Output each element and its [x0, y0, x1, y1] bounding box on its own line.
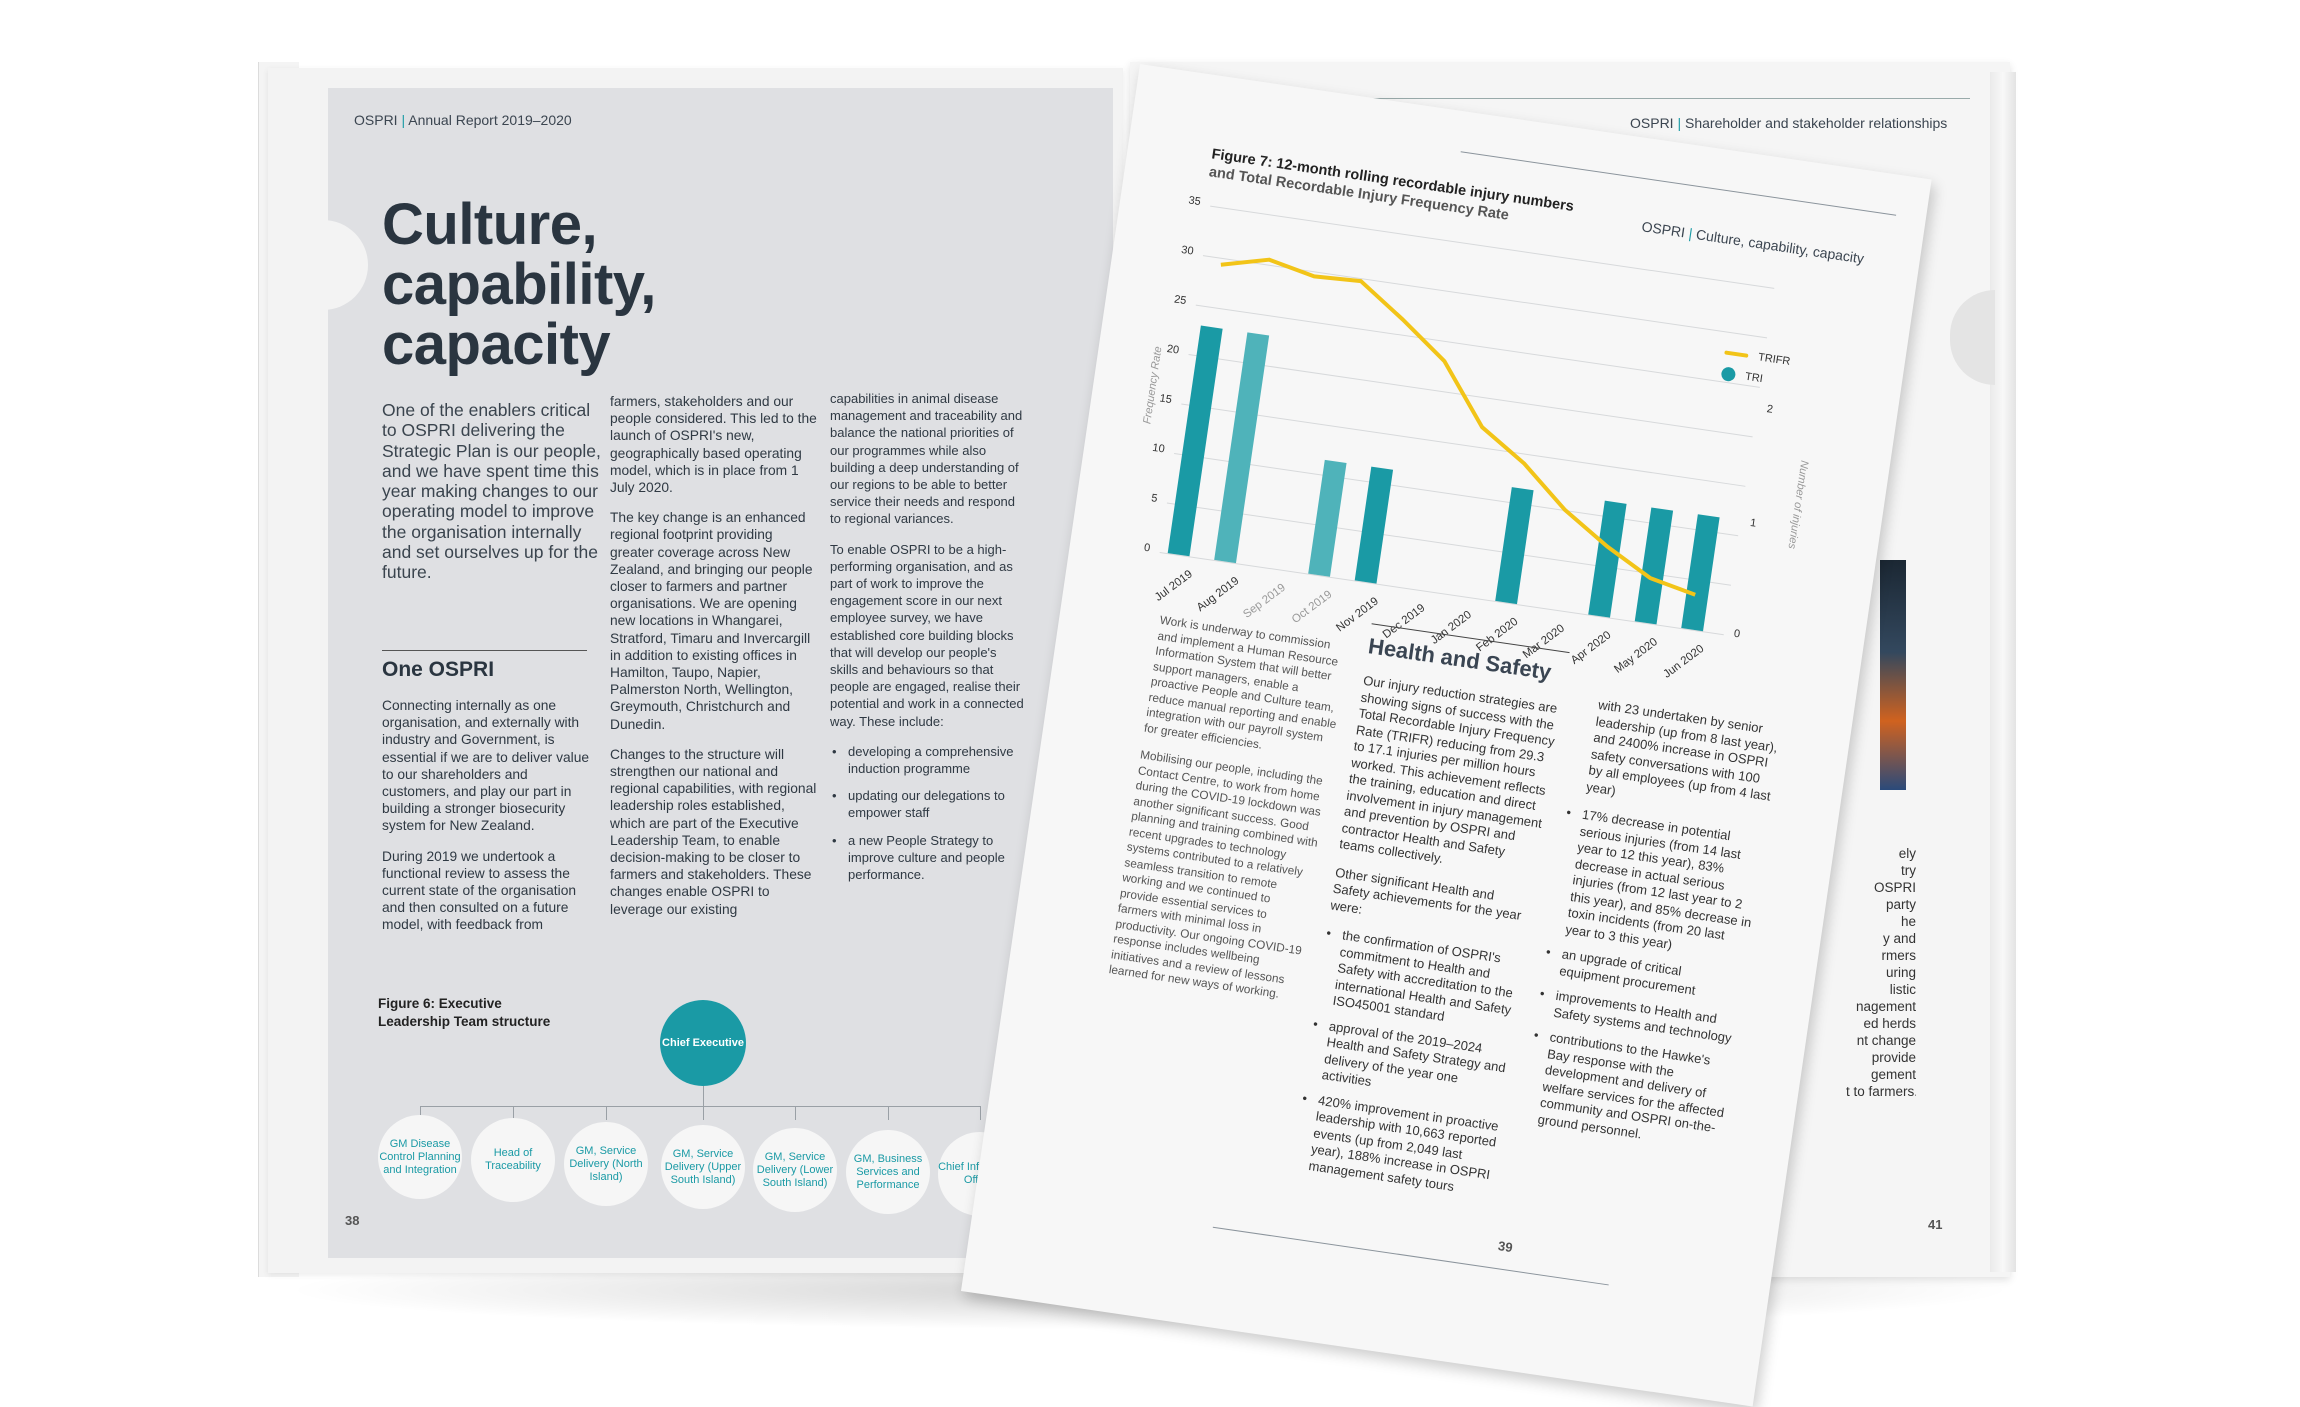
text-line: gement: [1870, 1067, 1916, 1082]
text-line: ely: [1898, 846, 1916, 861]
connector: [420, 1106, 980, 1107]
photo-fragment: [1880, 560, 1906, 790]
bullet-list: developing a comprehensive induction pro…: [830, 743, 1025, 883]
text-line: ed herds: [1863, 1016, 1916, 1031]
title-line: capability,: [382, 252, 656, 317]
running-head-under: OSPRI | Shareholder and stakeholder rela…: [1630, 115, 1947, 131]
page-number-41: 41: [1928, 1217, 1943, 1232]
brand: OSPRI: [1640, 218, 1687, 241]
title-line: Culture,: [382, 192, 598, 257]
text-line: listic: [1889, 982, 1916, 997]
bullet-item: contributions to the Hawke's Bay respons…: [1521, 1027, 1733, 1154]
paragraph: with 23 undertaken by senior leadership …: [1585, 696, 1779, 804]
partial-text: ely try OSPRI party he y and rmers uring…: [1846, 845, 1916, 1100]
bullet-item: updating our delegations to empower staf…: [830, 787, 1025, 821]
text-line: uring: [1885, 965, 1916, 980]
text-line: nagement: [1855, 999, 1916, 1014]
right-page-edges: [1990, 72, 2016, 1272]
paragraph: The key change is an enhanced regional f…: [610, 510, 813, 732]
org-node: GM, Service Delivery (North Island): [564, 1122, 648, 1206]
text-line: nt change: [1856, 1033, 1916, 1048]
bullet-item: the confirmation of OSPRI's commitment t…: [1316, 925, 1526, 1036]
divider: [382, 650, 587, 651]
paragraph: Work is underway to commission and imple…: [1143, 612, 1340, 752]
legend-label: TRIFR: [1757, 351, 1792, 368]
bullet-item: 17% decrease in potential serious injuri…: [1549, 804, 1766, 963]
section-name: Annual Report 2019–2020: [408, 112, 572, 128]
running-head-right: OSPRI | Culture, capability, capacity: [1641, 218, 1865, 266]
org-node: GM, Service Delivery (Lower South Island…: [753, 1128, 837, 1212]
text-line: t to farmers.: [1846, 1084, 1916, 1099]
title-line: capacity: [382, 312, 611, 377]
text-column-left: Work is underway to commission and imple…: [1106, 613, 1349, 1017]
paragraph: During 2019 we undertook a functional re…: [382, 848, 577, 933]
text-column-1: Connecting internally as one organisatio…: [382, 697, 592, 947]
paragraph: capabilities in animal disease managemen…: [830, 391, 1023, 527]
org-node: Head of Traceability: [471, 1118, 555, 1202]
trifr-line: [1220, 257, 1696, 597]
text-column-2: farmers, stakeholders and our people con…: [610, 393, 820, 931]
text-line: try: [1901, 863, 1916, 878]
paragraph: Mobilising our people, including the Con…: [1108, 747, 1324, 1001]
page-number-39: 39: [1497, 1238, 1514, 1256]
bullet-list: the confirmation of OSPRI's commitment t…: [1292, 925, 1526, 1200]
bullet-item: a new People Strategy to improve culture…: [830, 832, 1025, 884]
org-chart: Chief Executive GM Disease Control Plann…: [370, 1000, 1030, 1230]
paragraph: Changes to the structure will strengthen…: [610, 746, 817, 917]
page-number-left: 38: [345, 1213, 360, 1228]
brand: OSPRI: [1630, 115, 1674, 131]
legend-dot-icon: [1720, 366, 1737, 383]
intro-paragraph: One of the enablers critical to OSPRI de…: [382, 400, 601, 583]
text-line: he: [1900, 914, 1916, 929]
separator: |: [1677, 115, 1682, 131]
org-node: GM Disease Control Planning and Integrat…: [378, 1115, 462, 1199]
page-title: Culture, capability, capacity: [382, 195, 656, 375]
text-line: OSPRI: [1873, 880, 1916, 895]
bullet-list: 17% decrease in potential serious injuri…: [1521, 804, 1766, 1153]
connector: [703, 1086, 704, 1106]
org-node: GM, Service Delivery (Upper South Island…: [661, 1125, 745, 1209]
turning-page[interactable]: OSPRI | Culture, capability, capacity Fi…: [960, 64, 1932, 1407]
paragraph: farmers, stakeholders and our people con…: [610, 394, 817, 496]
section-name: Culture, capability, capacity: [1695, 226, 1866, 267]
connector: [795, 1106, 796, 1120]
brand: OSPRI: [354, 112, 398, 128]
paragraph: Connecting internally as one organisatio…: [382, 698, 590, 834]
legend-label: TRI: [1744, 370, 1764, 386]
divider: [1180, 98, 1970, 99]
connector: [888, 1106, 889, 1120]
figure6-caption: Figure 6: Executive Leadership Team stru…: [378, 996, 551, 1029]
text-line: rmers: [1881, 948, 1917, 963]
bullet-item: developing a comprehensive induction pro…: [830, 743, 1025, 777]
org-node-root: Chief Executive: [660, 1000, 746, 1086]
injury-chart: Frequency Rate Number of injuries 0 5 10…: [1127, 191, 1855, 681]
bullet-item: 420% improvement in proactive leadership…: [1292, 1090, 1502, 1201]
paragraph: To enable OSPRI to be a high-performing …: [830, 541, 1024, 729]
running-head-left: OSPRI | Annual Report 2019–2020: [354, 112, 572, 128]
legend-line-icon: [1724, 350, 1749, 358]
connector: [420, 1106, 421, 1120]
separator: |: [401, 112, 406, 128]
connector: [980, 1106, 981, 1120]
text-column-3: capabilities in animal disease managemen…: [830, 390, 1025, 893]
connector: [513, 1106, 514, 1120]
section-heading: One OSPRI: [382, 658, 495, 681]
org-node: GM, Business Services and Performance: [846, 1130, 930, 1214]
text-column-right: with 23 undertaken by senior leadership …: [1520, 695, 1782, 1163]
y2-axis-label: Number of injuries: [1785, 459, 1811, 550]
text-line: provide: [1871, 1050, 1916, 1065]
divider: [1212, 1226, 1609, 1286]
separator: |: [1687, 225, 1694, 242]
text-line: party: [1885, 897, 1916, 912]
connector: [606, 1106, 607, 1120]
paragraph: Our injury reduction strategies are show…: [1338, 672, 1559, 866]
connector: [703, 1106, 704, 1120]
section-name: Shareholder and stakeholder relationship…: [1685, 115, 1948, 131]
text-line: y and: [1882, 931, 1916, 946]
